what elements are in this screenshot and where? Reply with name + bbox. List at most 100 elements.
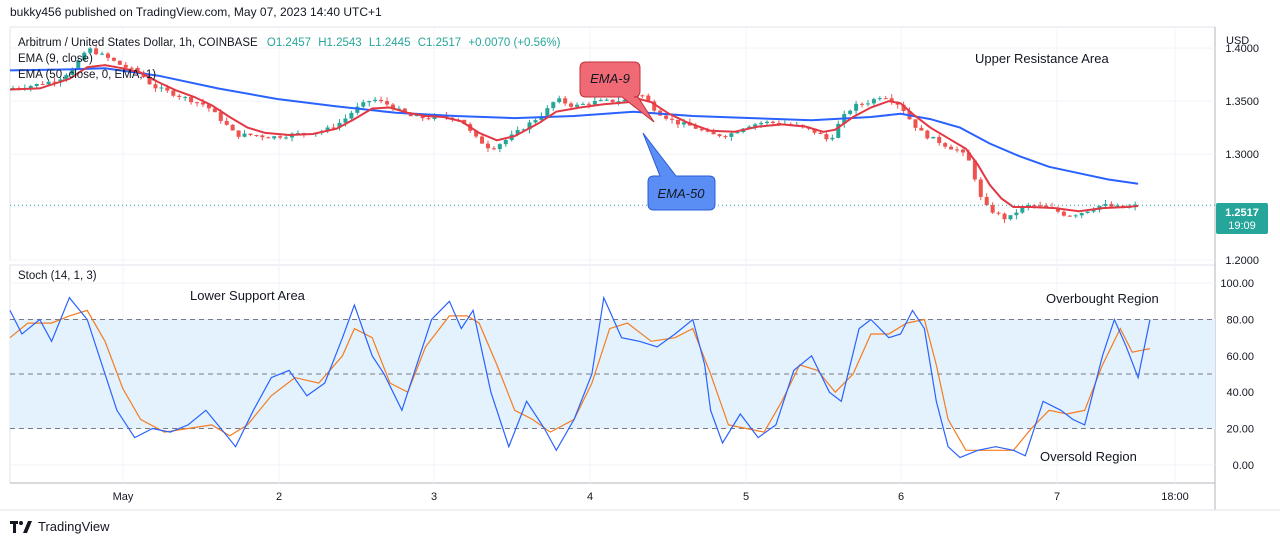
ema9-callout-text: EMA-9 (590, 71, 630, 86)
candle-body (1085, 211, 1090, 214)
candle-body (195, 102, 200, 104)
ema9-callout (579, 61, 655, 123)
candle-body (919, 127, 924, 131)
candle-body (46, 81, 51, 85)
candle-body (94, 48, 99, 55)
candle-body (491, 148, 496, 150)
candle-body (474, 130, 479, 137)
candle-body (171, 90, 176, 96)
candle-body (153, 84, 158, 89)
candle-body (497, 144, 502, 150)
candle-body (396, 108, 401, 110)
candle-body (1103, 204, 1108, 206)
candle-body (218, 112, 223, 121)
candle-body (1044, 205, 1049, 208)
candle-body (355, 106, 360, 113)
footer-brand[interactable]: TradingView (10, 519, 110, 534)
candle-body (569, 103, 574, 107)
candle-body (776, 122, 781, 125)
candle-body (1115, 205, 1120, 207)
candle-body (105, 53, 110, 58)
candle-body (664, 115, 669, 119)
candle-body (129, 67, 134, 69)
ohlc-close: C1.2517 (418, 37, 461, 49)
price-tag-countdown: 19:09 (1228, 220, 1256, 232)
candle-body (717, 134, 722, 137)
time-tick-label: 2 (276, 491, 282, 503)
candle-body (699, 128, 704, 131)
candle-body (705, 130, 710, 132)
candle-body (836, 123, 841, 138)
candle-body (765, 121, 770, 124)
ohlc-open: O1.2457 (267, 37, 311, 49)
publisher-line: bukky456 published on TradingView.com, M… (10, 5, 382, 19)
candle-body (34, 83, 39, 87)
candle-body (1055, 208, 1060, 212)
candle-body (64, 74, 69, 80)
candle-body (545, 108, 550, 117)
stoch-tick-label: 0.00 (1233, 460, 1254, 472)
candle-body (812, 128, 817, 133)
candle-body (575, 104, 580, 107)
ema50-line (9, 67, 1139, 185)
candle-body (563, 98, 568, 104)
candle-body (379, 99, 384, 102)
candle-body (580, 103, 585, 105)
candle-body (753, 124, 758, 127)
candle-body (824, 134, 829, 140)
symbol-legend: Arbitrum / United States Dollar, 1h, COI… (18, 37, 561, 49)
stoch-legend[interactable]: Stoch (14, 1, 3) (18, 270, 97, 282)
candle-body (82, 52, 87, 61)
candle-body (978, 179, 983, 197)
candle-body (877, 98, 882, 100)
candle-body (592, 100, 597, 105)
candle-body (343, 118, 348, 123)
ema9-line (9, 64, 1139, 213)
candle-body (865, 103, 870, 105)
candle-body (272, 136, 277, 139)
candle-body (212, 108, 217, 113)
candle-body (681, 122, 686, 125)
candle-body (622, 99, 627, 102)
candle-body (1014, 212, 1019, 216)
candle-body (159, 87, 164, 89)
candle-body (955, 149, 960, 151)
candle-body (770, 121, 775, 123)
candle-body (147, 76, 152, 85)
candle-body (135, 67, 140, 73)
candle-body (527, 122, 532, 130)
candle-body (426, 118, 431, 120)
stoch-tick-label: 80.00 (1226, 315, 1254, 327)
candle-body (1067, 215, 1072, 217)
candle-body (236, 130, 241, 137)
candle-body (931, 136, 936, 139)
stoch-tick-label: 20.00 (1226, 424, 1254, 436)
candle-body (183, 96, 188, 98)
stoch-tick-label: 60.00 (1226, 351, 1254, 363)
candle-body (646, 95, 651, 102)
candle-body (990, 205, 995, 213)
stoch-d-line (9, 309, 1151, 451)
ema50-legend[interactable]: EMA (50, close, 0, EMA, 1) (18, 69, 156, 81)
candle-body (1079, 213, 1084, 216)
candle-body (390, 104, 395, 110)
candle-body (937, 136, 942, 144)
footer-brand-text: TradingView (38, 519, 110, 534)
candle-body (260, 135, 265, 138)
candle-body (100, 53, 105, 55)
candle-body (616, 101, 621, 103)
candle-body (88, 48, 93, 53)
candle-body (123, 64, 128, 68)
candle-body (901, 104, 906, 111)
candle-body (248, 133, 253, 136)
candle-body (480, 136, 485, 144)
candle-body (848, 110, 853, 114)
ema9-legend[interactable]: EMA (9, close) (18, 53, 93, 65)
upper-resistance-label: Upper Resistance Area (975, 51, 1109, 66)
candle-body (284, 137, 289, 139)
stoch-tick-label: 40.00 (1226, 387, 1254, 399)
candle-body (640, 95, 645, 97)
currency-label: USD (1226, 35, 1249, 47)
candle-body (325, 127, 330, 132)
